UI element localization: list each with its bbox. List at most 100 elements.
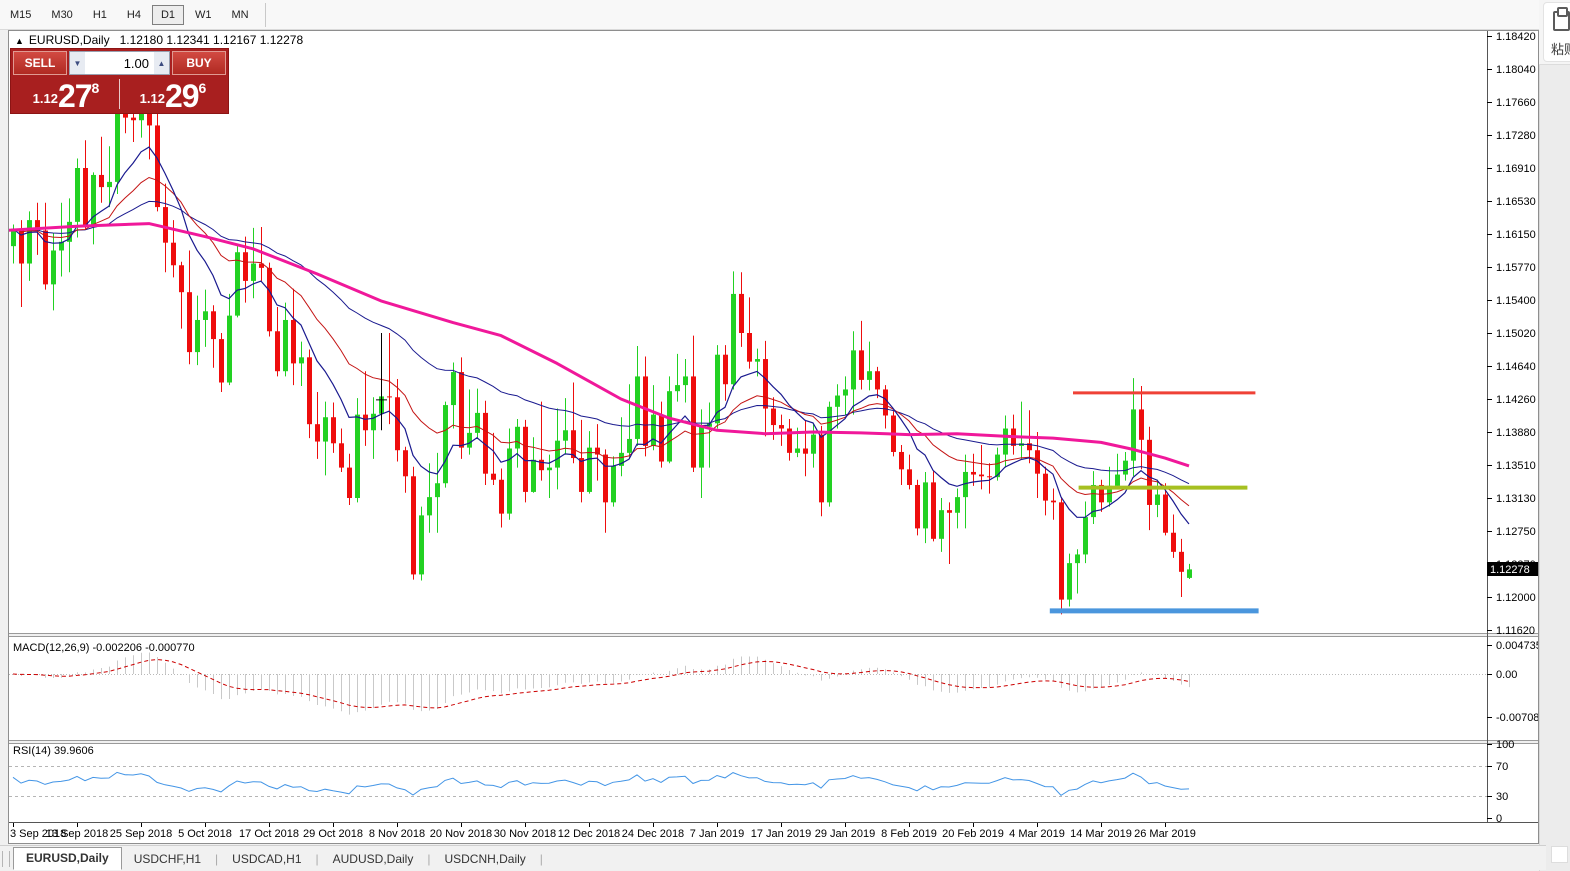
candle-body[interactable] (531, 459, 536, 492)
candle-body[interactable] (267, 267, 272, 332)
candle-body[interactable] (835, 395, 840, 407)
candle-body[interactable] (795, 448, 800, 453)
candle-body[interactable] (83, 168, 88, 227)
candle-body[interactable] (651, 414, 656, 446)
candle-body[interactable] (619, 452, 624, 466)
candle-body[interactable] (667, 391, 672, 462)
candle-body[interactable] (699, 426, 704, 468)
candle-body[interactable] (1059, 502, 1064, 600)
candle-body[interactable] (1171, 532, 1176, 552)
chart-tab-USDCHF-H1[interactable]: USDCHF,H1 (133, 852, 202, 866)
chart-tab-USDCNH-Daily[interactable]: USDCNH,Daily (444, 852, 526, 866)
candle-body[interactable] (323, 417, 328, 442)
candle-body[interactable] (347, 467, 352, 498)
candle-body[interactable] (507, 448, 512, 514)
timeframe-button-H1[interactable]: H1 (92, 8, 107, 21)
candle-body[interactable] (899, 451, 904, 470)
candle-body[interactable] (387, 396, 392, 398)
candle-body[interactable] (163, 207, 168, 243)
timeframe-button-MN[interactable]: MN (231, 8, 249, 21)
candle-body[interactable] (731, 293, 736, 385)
timeframe-button-M15[interactable]: M15 (10, 8, 32, 21)
candle-body[interactable] (483, 412, 488, 474)
candle-body[interactable] (931, 482, 936, 539)
candle-body[interactable] (755, 359, 760, 362)
candle-body[interactable] (35, 220, 40, 231)
candle-body[interactable] (19, 228, 24, 264)
collapse-arrow-icon[interactable]: ▲ (15, 36, 24, 46)
volume-input[interactable] (85, 52, 154, 74)
candle-body[interactable] (723, 354, 728, 385)
candle-body[interactable] (595, 447, 600, 455)
candle-body[interactable] (827, 406, 832, 503)
candle-body[interactable] (211, 311, 216, 340)
candle-body[interactable] (611, 465, 616, 503)
candle-body[interactable] (435, 483, 440, 498)
candle-body[interactable] (691, 376, 696, 468)
candle-body[interactable] (91, 174, 96, 227)
candle-body[interactable] (955, 497, 960, 513)
timeframe-button-M30[interactable]: M30 (51, 8, 73, 21)
candle-body[interactable] (475, 412, 480, 433)
candle-body[interactable] (99, 174, 104, 188)
candle-body[interactable] (1147, 439, 1152, 505)
candle-body[interactable] (563, 430, 568, 441)
candle-body[interactable] (235, 252, 240, 316)
candle-body[interactable] (187, 292, 192, 353)
candle-body[interactable] (427, 497, 432, 516)
candle-body[interactable] (995, 454, 1000, 478)
timeframe-button-W1[interactable]: W1 (195, 8, 212, 21)
candle-body[interactable] (603, 454, 608, 503)
candle-body[interactable] (1027, 443, 1032, 451)
candle-body[interactable] (779, 425, 784, 429)
chart-tab-USDCAD-H1[interactable]: USDCAD,H1 (232, 852, 302, 866)
candle-body[interactable] (179, 265, 184, 293)
candle-body[interactable] (291, 319, 296, 364)
candle-body[interactable] (275, 331, 280, 372)
candle-body[interactable] (67, 221, 72, 242)
candle-body[interactable] (515, 426, 520, 449)
candle-body[interactable] (907, 469, 912, 485)
candle-body[interactable] (363, 414, 368, 431)
candle-body[interactable] (635, 376, 640, 439)
candle-body[interactable] (979, 474, 984, 477)
candle-body[interactable] (491, 473, 496, 480)
candle-body[interactable] (1179, 551, 1184, 572)
candle-body[interactable] (883, 389, 888, 416)
candle-body[interactable] (803, 448, 808, 454)
candle-body[interactable] (1003, 428, 1008, 455)
candle-body[interactable] (523, 426, 528, 492)
candle-body[interactable] (643, 376, 648, 446)
candle-body[interactable] (547, 467, 552, 471)
candle-body[interactable] (1091, 484, 1096, 518)
candle-body[interactable] (875, 371, 880, 390)
candle-body[interactable] (219, 339, 224, 383)
candle-body[interactable] (539, 459, 544, 471)
candle-body[interactable] (1043, 473, 1048, 501)
candle-body[interactable] (715, 354, 720, 424)
chart-tab-EURUSD-Daily[interactable]: EURUSD,Daily (13, 847, 122, 870)
candle-body[interactable] (659, 414, 664, 462)
candle-body[interactable] (107, 181, 112, 188)
volume-decrease-button[interactable]: ▼ (70, 52, 85, 74)
candle-body[interactable] (627, 438, 632, 453)
candle-body[interactable] (195, 319, 200, 353)
candle-body[interactable] (1075, 554, 1080, 564)
candle-body[interactable] (843, 389, 848, 396)
candle-body[interactable] (299, 357, 304, 364)
candle-body[interactable] (915, 484, 920, 529)
candle-body[interactable] (1099, 484, 1104, 503)
candle-body[interactable] (1115, 474, 1120, 486)
candle-body[interactable] (395, 397, 400, 451)
candle-body[interactable] (283, 319, 288, 372)
candle-body[interactable] (307, 357, 312, 425)
sell-button[interactable]: SELL (13, 51, 67, 75)
candle-body[interactable] (739, 293, 744, 333)
candle-body[interactable] (331, 417, 336, 444)
candle-body[interactable] (419, 515, 424, 575)
candle-body[interactable] (411, 476, 416, 575)
candle-body[interactable] (579, 458, 584, 492)
candle-body[interactable] (467, 432, 472, 448)
candle-body[interactable] (939, 510, 944, 539)
candle-body[interactable] (131, 117, 136, 121)
